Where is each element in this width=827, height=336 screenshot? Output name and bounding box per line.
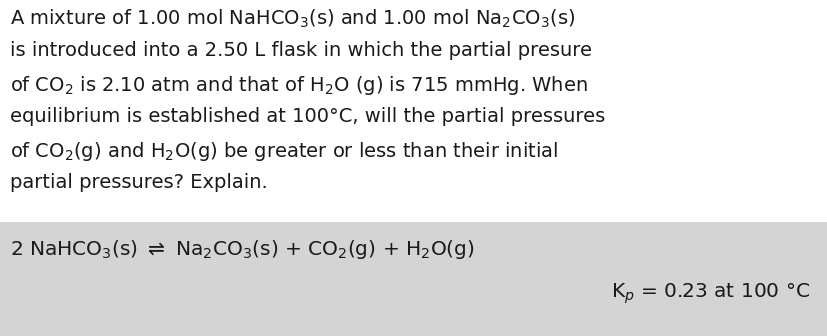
Text: of CO$_2$ is 2.10 atm and that of H$_2$O (g) is 715 mmHg. When: of CO$_2$ is 2.10 atm and that of H$_2$O… bbox=[10, 74, 588, 97]
Text: partial pressures? Explain.: partial pressures? Explain. bbox=[10, 173, 268, 192]
Text: of CO$_2$(g) and H$_2$O(g) be greater or less than their initial: of CO$_2$(g) and H$_2$O(g) be greater or… bbox=[10, 140, 558, 163]
Text: 2 NaHCO$_3$(s) $\rightleftharpoons$ Na$_2$CO$_3$(s) + CO$_2$(g) + H$_2$O(g): 2 NaHCO$_3$(s) $\rightleftharpoons$ Na$_… bbox=[10, 238, 475, 261]
Text: equilibrium is established at 100°C, will the partial pressures: equilibrium is established at 100°C, wil… bbox=[10, 107, 605, 126]
Text: is introduced into a 2.50 L flask in which the partial presure: is introduced into a 2.50 L flask in whi… bbox=[10, 41, 592, 60]
Text: A mixture of 1.00 mol NaHCO$_3$(s) and 1.00 mol Na$_2$CO$_3$(s): A mixture of 1.00 mol NaHCO$_3$(s) and 1… bbox=[10, 8, 575, 30]
Text: K$_p$ = 0.23 at 100 °C: K$_p$ = 0.23 at 100 °C bbox=[611, 282, 810, 306]
FancyBboxPatch shape bbox=[0, 222, 827, 336]
